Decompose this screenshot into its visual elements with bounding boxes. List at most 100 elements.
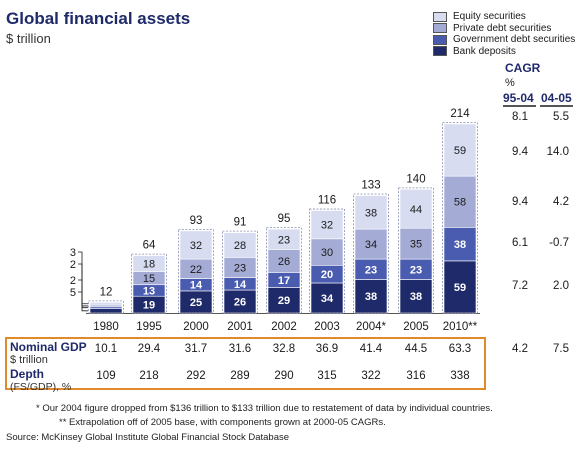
- bar-segment-label: 38: [454, 239, 466, 251]
- bar-segment-label: 14: [234, 279, 247, 291]
- leader-line: [78, 263, 88, 307]
- bar-segment: [310, 282, 344, 314]
- footnote-2004: * Our 2004 figure dropped from $136 tril…: [36, 403, 493, 414]
- bar-outline: [178, 228, 214, 314]
- legend-label-equity: Equity securities: [453, 11, 526, 23]
- depth-row-unit: (FS/GDP), %: [10, 381, 72, 393]
- bar-segment-label: 34: [365, 239, 377, 251]
- bar-segment-label: 18: [143, 259, 155, 271]
- cagr-bank-deposits-04-05: 2.0: [553, 280, 569, 292]
- legend-swatch-bank-deposits: [433, 46, 447, 57]
- legend-label-government-debt: Government debt securities: [453, 34, 576, 46]
- bar-segment-label: 14: [190, 280, 203, 292]
- footnote-2010: ** Extrapolation off of 2005 base, with …: [59, 417, 386, 428]
- bar-segment: [354, 279, 388, 314]
- bar-segment: [443, 175, 477, 228]
- x-tick-label: 2000: [183, 321, 209, 333]
- cagr-private-debt-04-05: 4.2: [553, 196, 569, 208]
- bar-segment-label: 58: [454, 197, 466, 209]
- bar-segment-label: 30: [321, 247, 333, 259]
- x-tick-label: 2001: [227, 321, 253, 333]
- bar-outline: [309, 208, 345, 314]
- x-tick-label: 1980: [93, 321, 119, 333]
- depth-value: 338: [450, 370, 470, 382]
- gdp-value: 10.1: [94, 343, 118, 355]
- bar-segment-label: 5: [70, 287, 76, 299]
- cagr-underline-04-05: [540, 105, 573, 107]
- x-tick-label: 1995: [136, 321, 162, 333]
- bar-segment-label: 23: [410, 264, 422, 276]
- source-note: Source: McKinsey Global Institute Global…: [6, 432, 290, 443]
- bar-total-label: 140: [406, 173, 425, 185]
- bar-segment-label: 26: [278, 256, 290, 268]
- bar-outline: [222, 230, 258, 314]
- bar-segment-label: 38: [365, 207, 377, 219]
- legend: Equity securities Private debt securitie…: [433, 11, 575, 57]
- bar-total-label: 64: [143, 240, 156, 252]
- cagr-total-04-05: 14.0: [546, 146, 569, 158]
- legend-item-government-debt: Government debt securities: [433, 34, 575, 46]
- cagr-unit: %: [505, 77, 515, 89]
- gdp-value: 31.7: [184, 343, 208, 355]
- gdp-value: 63.3: [448, 343, 472, 355]
- gdp-value: 41.4: [359, 343, 383, 355]
- gdp-depth-table: [5, 337, 486, 390]
- bar-segment-label: 3: [70, 247, 76, 259]
- legend-swatch-private-debt: [433, 23, 447, 34]
- gdp-value: 44.5: [404, 343, 428, 355]
- bar-segment-label: 23: [278, 234, 290, 246]
- bar-segment-label: 2: [70, 275, 76, 287]
- cagr-government-debt-04-05: -0.7: [549, 237, 569, 249]
- bar-segment-label: 29: [278, 295, 290, 307]
- cagr-col-95-04: 95-04: [503, 91, 534, 105]
- bar-total-label: 133: [361, 180, 380, 192]
- gdp-value: 32.8: [272, 343, 296, 355]
- bar-segment-label: 13: [143, 285, 155, 297]
- cagr-equity-95-04: 8.1: [512, 111, 528, 123]
- bar-segment-label: 15: [143, 273, 155, 285]
- bar-segment: [310, 210, 344, 240]
- chart-title: Global financial assets: [6, 9, 191, 28]
- x-tick-label: 2004*: [356, 321, 387, 333]
- bar-outline: [266, 227, 302, 314]
- depth-row-label: Depth: [10, 367, 44, 381]
- bar-segment-label: 32: [190, 240, 202, 252]
- bar-segment: [354, 195, 388, 230]
- bar-segment-label: 19: [143, 300, 155, 312]
- gdp-value: 31.6: [228, 343, 252, 355]
- depth-value: 290: [274, 370, 294, 382]
- bar-segment-label: 38: [410, 291, 422, 303]
- depth-value: 322: [361, 370, 381, 382]
- cagr-equity-04-05: 5.5: [553, 111, 569, 123]
- cagr-private-debt-95-04: 9.4: [512, 196, 528, 208]
- bar-total-label: 93: [190, 215, 203, 227]
- bar-segment: [399, 189, 433, 229]
- chart-subtitle: $ trillion: [6, 31, 51, 46]
- bar-segment: [223, 232, 257, 258]
- depth-value: 315: [317, 370, 337, 382]
- bar-segment-label: 34: [321, 293, 334, 305]
- bar-segment: [310, 238, 344, 266]
- x-tick-label: 2002: [271, 321, 297, 333]
- bar-segment-label: 38: [365, 291, 377, 303]
- gdp-row-unit: $ trillion: [10, 354, 48, 366]
- legend-item-private-debt: Private debt securities: [433, 23, 575, 35]
- cagr-total-95-04: 9.4: [512, 146, 528, 158]
- bar-total-label: 91: [234, 217, 247, 229]
- bar-segment: [267, 228, 301, 250]
- bar-outline: [88, 300, 124, 314]
- bar-outline: [131, 253, 167, 314]
- bar-segment: [399, 227, 433, 260]
- depth-value: 218: [139, 370, 159, 382]
- cagr-underline-95-04: [503, 105, 536, 107]
- bar-segment: [443, 123, 477, 177]
- bar-total-label: 12: [100, 286, 113, 298]
- bar-segment-label: 25: [190, 297, 202, 309]
- legend-label-bank-deposits: Bank deposits: [453, 45, 516, 57]
- bar-outline: [398, 187, 434, 314]
- gdp-row-label: Nominal GDP: [10, 340, 87, 354]
- bar-segment: [443, 260, 477, 314]
- gdp-value: 29.4: [137, 343, 161, 355]
- bar-total-label: 116: [318, 195, 336, 207]
